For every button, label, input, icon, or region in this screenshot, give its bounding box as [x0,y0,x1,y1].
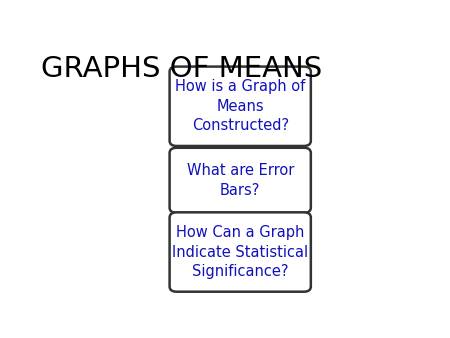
Text: How Can a Graph: How Can a Graph [176,225,304,240]
FancyBboxPatch shape [170,212,311,292]
Text: Bars?: Bars? [220,183,261,198]
Text: How is a Graph of: How is a Graph of [175,79,306,94]
Text: Constructed?: Constructed? [192,118,289,133]
Text: What are Error: What are Error [187,163,294,178]
Text: Means: Means [216,99,264,114]
Text: Indicate Statistical: Indicate Statistical [172,244,308,260]
FancyBboxPatch shape [170,67,311,146]
Text: Significance?: Significance? [192,264,288,279]
Text: GRAPHS OF MEANS: GRAPHS OF MEANS [41,55,322,83]
FancyBboxPatch shape [170,148,311,213]
